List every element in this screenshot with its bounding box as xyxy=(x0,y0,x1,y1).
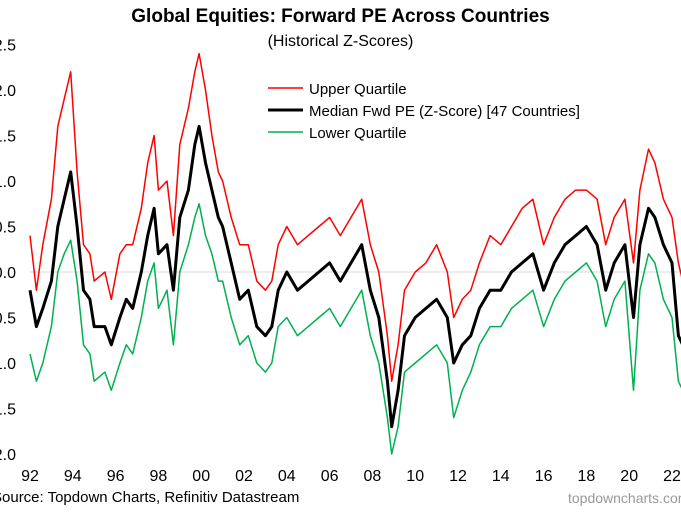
x-tick-label: 98 xyxy=(150,468,168,485)
watermark: topdowncharts.com xyxy=(568,490,681,506)
legend-label: Median Fwd PE (Z-Score) [47 Countries] xyxy=(309,103,580,120)
legend-label: Lower Quartile xyxy=(309,125,407,142)
x-tick-label: 16 xyxy=(535,468,553,485)
x-tick-label: 14 xyxy=(492,468,510,485)
y-tick-label: -1.5 xyxy=(0,402,16,419)
x-tick-label: 06 xyxy=(321,468,339,485)
series-line-lower xyxy=(29,203,681,455)
y-tick-label: 2.0 xyxy=(0,83,16,100)
y-tick-label: 1.5 xyxy=(0,129,16,146)
x-tick-label: 92 xyxy=(21,468,39,485)
x-tick-label: 96 xyxy=(107,468,125,485)
y-tick-label: -2.0 xyxy=(0,447,16,464)
x-tick-label: 20 xyxy=(620,468,638,485)
source-note: Source: Topdown Charts, Refinitiv Datast… xyxy=(0,489,300,506)
x-tick-label: 94 xyxy=(64,468,82,485)
x-tick-label: 00 xyxy=(192,468,210,485)
x-tick-label: 02 xyxy=(235,468,253,485)
y-tick-label: -0.5 xyxy=(0,311,16,328)
chart-subtitle: (Historical Z-Scores) xyxy=(267,33,414,50)
y-tick-label: 0.0 xyxy=(0,265,16,282)
x-tick-label: 12 xyxy=(449,468,467,485)
x-tick-label: 04 xyxy=(278,468,296,485)
y-tick-label: 0.5 xyxy=(0,220,16,237)
chart-title: Global Equities: Forward PE Across Count… xyxy=(131,6,550,27)
x-tick-label: 08 xyxy=(364,468,382,485)
y-tick-label: -1.0 xyxy=(0,356,16,373)
legend-label: Upper Quartile xyxy=(309,81,407,98)
x-tick-label: 18 xyxy=(578,468,596,485)
series-line-upper xyxy=(29,52,681,382)
x-tick-label: 10 xyxy=(406,468,424,485)
y-tick-label: 1.0 xyxy=(0,174,16,191)
series-line-median xyxy=(28,124,681,429)
x-tick-label: 22 xyxy=(663,468,681,485)
y-tick-label: 2.5 xyxy=(0,38,16,55)
